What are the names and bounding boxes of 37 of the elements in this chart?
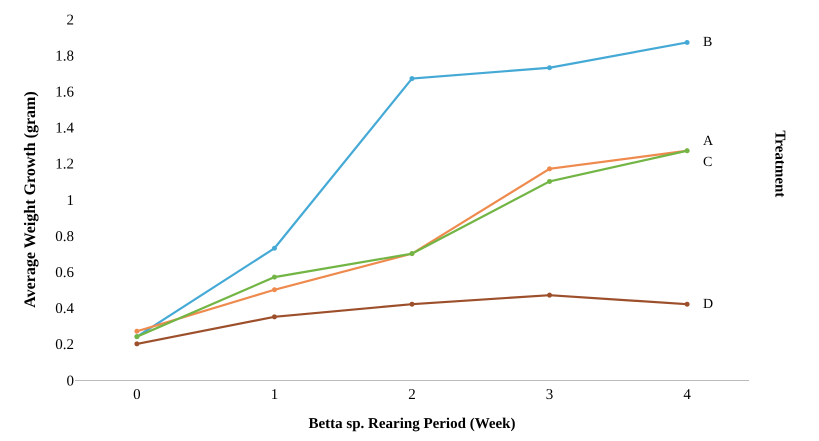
- y-tick-label: 0.8: [55, 228, 74, 245]
- point: [547, 166, 552, 172]
- legend-title: Treatment: [771, 130, 788, 198]
- series-label: A: [703, 134, 714, 149]
- point: [410, 76, 414, 82]
- y-tick-label: 0: [66, 373, 74, 390]
- point: [272, 246, 277, 251]
- y-axis-title: Average Weight Growth (gram): [22, 91, 40, 308]
- series-label: C: [703, 155, 712, 170]
- point: [272, 274, 277, 280]
- y-tick-label: 1.8: [55, 48, 74, 64]
- point: [134, 328, 140, 334]
- point: [547, 65, 552, 70]
- y-tick-label: 1.2: [55, 156, 74, 173]
- y-tick-label: 1.4: [55, 120, 74, 137]
- y-tick-label: 1.6: [55, 84, 74, 100]
- point: [684, 302, 690, 307]
- point: [684, 40, 690, 45]
- y-tick-label: 1: [66, 192, 74, 209]
- point: [547, 178, 552, 184]
- series-label: D: [703, 297, 714, 312]
- point: [272, 314, 277, 320]
- x-axis-title: Betta sp. Rearing Period (Week): [308, 416, 516, 432]
- point: [547, 292, 552, 298]
- y-tick-label: 2: [66, 12, 74, 28]
- x-tick-label: 2: [408, 387, 416, 403]
- series-label: B: [703, 35, 712, 50]
- x-tick-label: 3: [546, 387, 554, 403]
- y-tick-label: 0.4: [55, 301, 74, 318]
- x-tick-label: 4: [683, 387, 692, 403]
- y-tick-label: 0.6: [55, 264, 74, 281]
- x-tick-label: 0: [133, 387, 141, 403]
- point: [134, 341, 140, 346]
- point: [272, 287, 277, 292]
- y-tick-label: 0.2: [55, 337, 74, 354]
- x-tick-label: 1: [270, 387, 278, 403]
- point: [410, 302, 414, 307]
